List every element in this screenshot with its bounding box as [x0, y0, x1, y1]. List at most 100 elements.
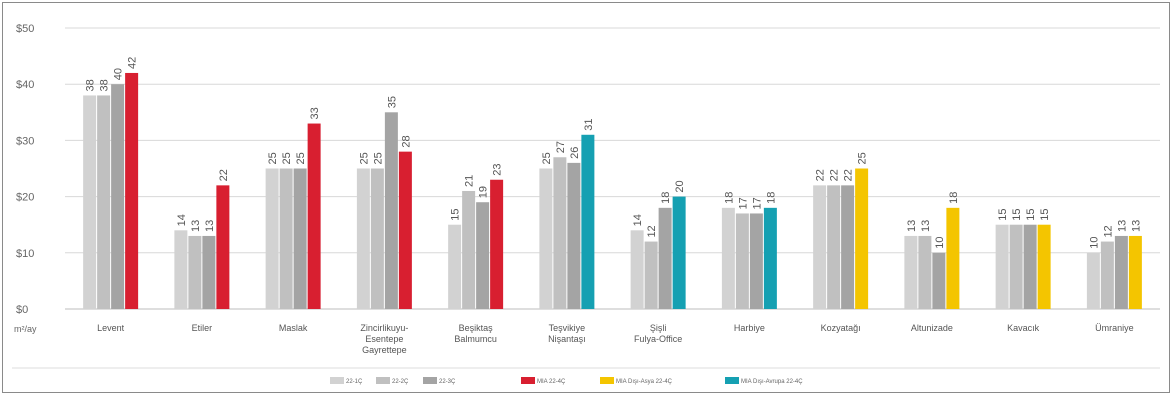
legend-label: MIA Dışı-Asya 22-4Ç: [616, 379, 673, 385]
bar: [946, 207, 960, 309]
bar: [293, 168, 307, 309]
data-label: 15: [997, 208, 1009, 220]
data-label: 22: [843, 169, 855, 181]
data-label: 22: [829, 169, 841, 181]
category-label: Teşvikiye: [549, 323, 586, 333]
legend-swatch: [330, 377, 344, 384]
legend-label: 22-2Ç: [392, 379, 409, 385]
bar: [1023, 224, 1037, 309]
data-label: 25: [857, 152, 869, 164]
data-label: 23: [492, 163, 504, 175]
data-label: 13: [204, 220, 216, 232]
category-label: Fulya-Office: [634, 334, 682, 344]
category-label: Kavacık: [1007, 323, 1040, 333]
data-label: 14: [632, 214, 644, 226]
bar: [918, 235, 932, 309]
legend-swatch: [600, 377, 614, 384]
chart-frame: [2, 2, 1170, 393]
bar: [581, 134, 595, 309]
bar: [174, 230, 188, 309]
legend-swatch: [725, 377, 739, 384]
bar: [307, 123, 321, 309]
legend-label: 22-1Ç: [346, 379, 363, 385]
data-label: 19: [478, 186, 490, 198]
y-tick-label: $40: [16, 79, 34, 91]
bar: [188, 235, 202, 309]
bar: [462, 190, 476, 309]
category-label: Levent: [97, 323, 125, 333]
data-label: 18: [660, 192, 672, 204]
bar: [202, 235, 216, 309]
data-label: 17: [751, 197, 763, 209]
bar: [855, 168, 869, 309]
bar: [111, 84, 125, 309]
bar: [1100, 241, 1114, 309]
data-label: 13: [190, 220, 202, 232]
legend-swatch: [376, 377, 390, 384]
bar: [216, 185, 230, 309]
data-label: 42: [127, 57, 139, 69]
category-label: Gayrettepe: [362, 345, 407, 355]
bar: [672, 196, 686, 309]
bar: [827, 185, 841, 309]
unit-label: m²/ay: [14, 324, 37, 334]
bar: [1009, 224, 1023, 309]
bar: [1086, 252, 1100, 309]
category-label: Etiler: [192, 323, 213, 333]
bar: [125, 72, 139, 310]
legend-swatch: [521, 377, 535, 384]
y-tick-label: $20: [16, 192, 34, 204]
bar: [644, 241, 658, 309]
data-label: 25: [372, 152, 384, 164]
data-label: 12: [646, 225, 658, 237]
data-label: 25: [541, 152, 553, 164]
data-label: 18: [723, 192, 735, 204]
data-label: 10: [934, 237, 946, 249]
bar: [356, 168, 370, 309]
category-label: Kozyatağı: [821, 323, 861, 333]
bar: [721, 207, 735, 309]
data-label: 33: [309, 107, 321, 119]
bar: [1114, 235, 1128, 309]
data-label: 15: [1011, 208, 1023, 220]
bar: [97, 95, 111, 309]
data-label: 26: [569, 147, 581, 159]
bar: [904, 235, 918, 309]
data-label: 12: [1102, 225, 1114, 237]
bar: [490, 179, 504, 309]
legend-swatch: [423, 377, 437, 384]
category-label: Nişantaşı: [548, 334, 586, 344]
bar: [279, 168, 293, 309]
bar: [1037, 224, 1051, 309]
bar: [476, 202, 490, 309]
bar: [370, 168, 384, 309]
bar: [567, 162, 581, 309]
bar: [83, 95, 97, 309]
data-label: 35: [386, 96, 398, 108]
data-label: 20: [674, 180, 686, 192]
data-label: 13: [906, 220, 918, 232]
data-label: 15: [1025, 208, 1037, 220]
bar: [630, 230, 644, 309]
legend-label: MIA 22-4Ç: [537, 379, 566, 385]
data-label: 40: [113, 68, 125, 80]
category-label: Şişli: [650, 323, 667, 333]
data-label: 15: [450, 208, 462, 220]
bar: [265, 168, 279, 309]
data-label: 28: [400, 135, 412, 147]
bar: [384, 112, 398, 309]
category-label: Zincirlikuyu-: [360, 323, 408, 333]
data-label: 27: [555, 141, 567, 153]
data-label: 38: [85, 79, 97, 91]
data-label: 13: [1130, 220, 1142, 232]
data-label: 25: [358, 152, 370, 164]
category-label: Balmumcu: [454, 334, 497, 344]
category-label: Ümraniye: [1095, 323, 1134, 333]
data-label: 18: [948, 192, 960, 204]
data-label: 15: [1039, 208, 1051, 220]
bar: [813, 185, 827, 309]
data-label: 25: [267, 152, 279, 164]
bar: [841, 185, 855, 309]
y-tick-label: $50: [16, 23, 34, 35]
bar: [448, 224, 462, 309]
